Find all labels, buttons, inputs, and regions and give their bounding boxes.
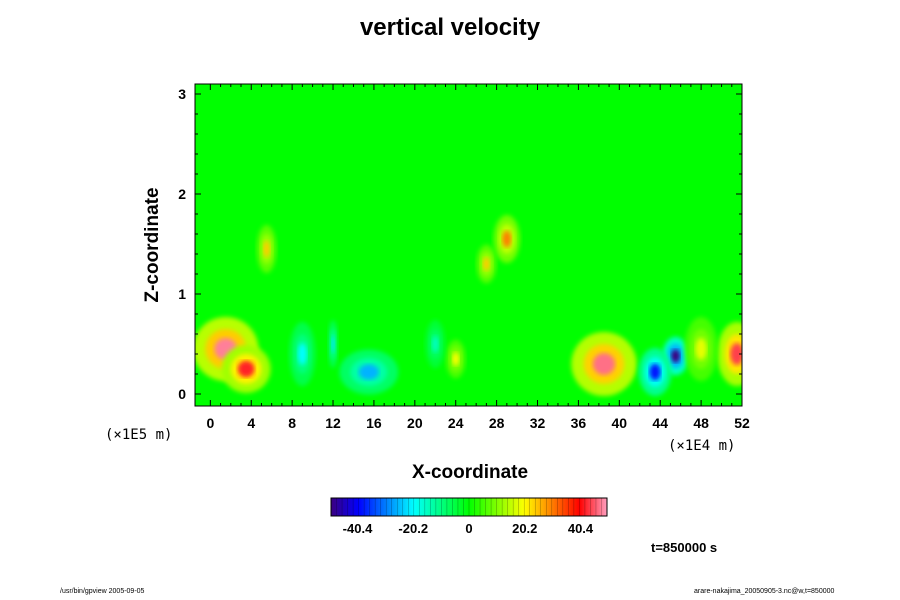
velocity-core <box>297 343 307 365</box>
velocity-core <box>730 343 742 365</box>
time-label: t=850000 s <box>651 540 718 555</box>
velocity-core <box>649 363 661 381</box>
x-tick-label: 0 <box>206 415 214 431</box>
x-unit-label: (×1E4 m) <box>668 438 735 454</box>
velocity-core <box>263 240 270 258</box>
colorbar-ticks: -40.4 -20.2 0 20.2 40.4 <box>330 498 608 536</box>
colorbar-tick-label: 40.4 <box>568 521 594 536</box>
footer-left: /usr/bin/gpview 2005-09-05 <box>60 588 145 595</box>
velocity-core <box>695 338 707 360</box>
x-tick-label: 12 <box>325 415 341 431</box>
y-tick-label: 3 <box>178 86 186 102</box>
velocity-core <box>431 335 439 353</box>
x-tick-label: 28 <box>489 415 505 431</box>
colorbar-tick-label: 0 <box>465 521 472 536</box>
velocity-core <box>237 360 255 378</box>
x-tick-label: 4 <box>247 415 255 431</box>
footer-right: arare-nakajima_20050905-3.nc@w,t=850000 <box>694 588 835 595</box>
x-tick-label: 24 <box>448 415 464 431</box>
x-tick-label: 40 <box>612 415 628 431</box>
y-tick-label: 2 <box>178 186 186 202</box>
y-tick-label: 1 <box>178 286 186 302</box>
x-tick-label: 44 <box>652 415 668 431</box>
x-axis-label: X-coordinate <box>412 462 528 483</box>
velocity-core <box>592 353 616 375</box>
x-tick-label: 8 <box>288 415 296 431</box>
x-tick-label: 16 <box>366 415 382 431</box>
velocity-core <box>452 352 460 366</box>
colorbar-tick-label: 20.2 <box>512 521 537 536</box>
y-unit-label: (×1E5 m) <box>105 427 172 443</box>
x-tick-label: 32 <box>530 415 546 431</box>
x-tick-label: 48 <box>693 415 709 431</box>
velocity-field <box>195 215 742 396</box>
velocity-core <box>483 257 490 271</box>
x-tick-label: 20 <box>407 415 423 431</box>
chart-title: vertical velocity <box>359 14 541 41</box>
velocity-core <box>502 230 512 248</box>
velocity-core <box>331 335 335 353</box>
colorbar-tick-label: -20.2 <box>398 521 428 536</box>
velocity-core <box>671 349 681 363</box>
y-axis-label: Z-coordinate <box>142 187 163 302</box>
colorbar-tick-label: -40.4 <box>343 521 373 536</box>
x-tick-label: 52 <box>734 415 750 431</box>
velocity-core <box>358 364 379 380</box>
plot-frame <box>194 83 743 407</box>
x-tick-label: 36 <box>571 415 587 431</box>
y-tick-label: 0 <box>178 386 186 402</box>
